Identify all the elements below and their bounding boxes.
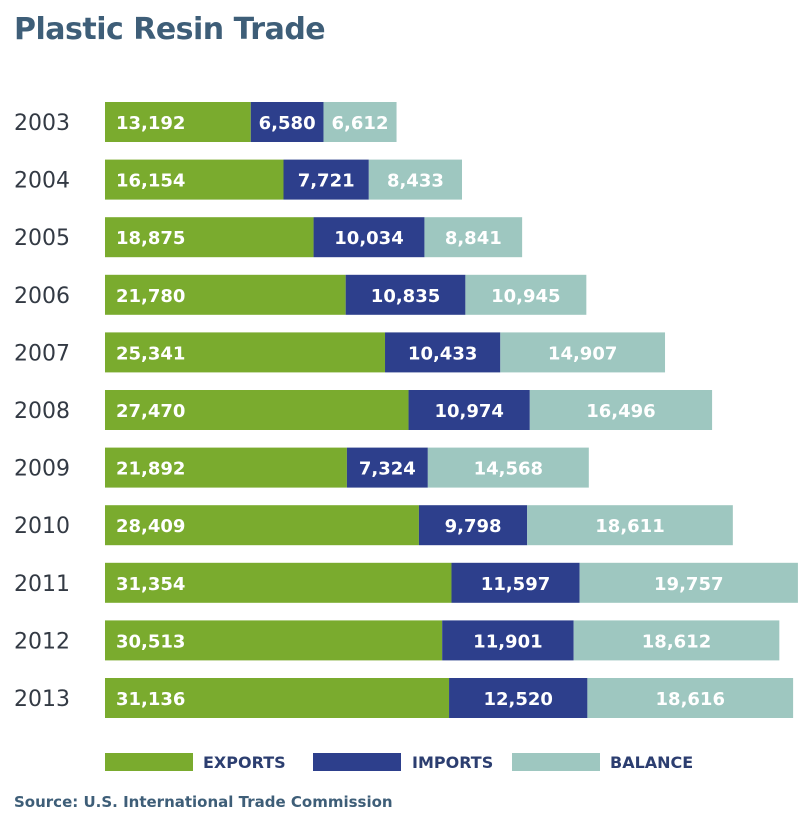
year-label: 2009	[14, 457, 70, 482]
data-label-balance: 8,433	[387, 171, 444, 192]
bar-balance	[500, 332, 666, 373]
data-label-exports: 16,154	[116, 171, 185, 192]
year-label: 2008	[14, 399, 70, 424]
bar-imports	[313, 217, 425, 258]
bar-exports	[105, 217, 314, 258]
bar-imports	[442, 620, 574, 661]
data-label-imports: 12,520	[483, 689, 552, 710]
legend-label-imports: IMPORTS	[412, 753, 493, 772]
data-label-balance: 8,841	[445, 228, 502, 249]
bar-imports	[346, 447, 428, 488]
data-label-exports: 28,409	[116, 516, 185, 537]
year-label: 2006	[14, 284, 70, 309]
data-label-exports: 25,341	[116, 343, 185, 364]
source-note: Source: U.S. International Trade Commiss…	[14, 793, 393, 811]
data-label-exports: 21,892	[116, 459, 185, 480]
bar-balance	[424, 217, 523, 258]
bar-imports	[449, 678, 588, 718]
data-label-exports: 30,513	[116, 631, 185, 652]
bar-exports	[105, 390, 409, 430]
data-label-imports: 11,597	[481, 574, 550, 595]
data-label-exports: 27,470	[116, 401, 185, 422]
data-label-imports: 9,798	[445, 516, 502, 537]
bar-exports	[105, 447, 347, 488]
data-label-balance: 18,611	[595, 516, 664, 537]
bar-balance	[427, 447, 589, 488]
bar-exports	[105, 274, 346, 315]
bar-exports	[105, 102, 251, 142]
data-label-balance: 6,612	[332, 113, 389, 134]
bar-exports	[105, 678, 450, 718]
bar-exports	[105, 562, 452, 603]
bar-balance	[579, 562, 798, 603]
bar-imports	[418, 505, 528, 546]
year-label: 2012	[14, 629, 70, 654]
data-label-balance: 14,907	[548, 343, 617, 364]
legend-swatch-imports	[313, 753, 401, 771]
legend-label-balance: BALANCE	[610, 753, 693, 772]
data-label-imports: 11,901	[473, 631, 542, 652]
year-label: 2004	[14, 169, 70, 194]
data-label-imports: 7,721	[298, 171, 355, 192]
legend-swatch-balance	[512, 753, 600, 771]
legend-swatch-exports	[105, 753, 193, 771]
bar-balance	[587, 678, 794, 718]
data-label-balance: 16,496	[586, 401, 655, 422]
data-label-balance: 18,616	[656, 689, 725, 710]
data-label-imports: 10,433	[408, 343, 477, 364]
data-label-imports: 10,974	[434, 401, 503, 422]
legend-label-exports: EXPORTS	[203, 753, 286, 772]
data-label-exports: 31,354	[116, 574, 185, 595]
data-label-imports: 7,324	[359, 459, 416, 480]
data-label-balance: 18,612	[642, 631, 711, 652]
bar-exports	[105, 620, 443, 661]
bar-balance	[573, 620, 780, 661]
bar-balance	[527, 505, 733, 546]
bar-balance	[465, 274, 587, 315]
bar-balance	[529, 390, 713, 430]
data-label-balance: 14,568	[474, 459, 543, 480]
bar-exports	[105, 505, 419, 546]
bar-balance	[323, 102, 397, 142]
data-label-exports: 18,875	[116, 228, 185, 249]
bar-imports	[451, 562, 580, 603]
bar-imports	[408, 390, 530, 430]
year-label: 2013	[14, 687, 70, 712]
year-label: 2005	[14, 226, 70, 251]
bar-balance	[368, 159, 463, 200]
data-label-exports: 13,192	[116, 113, 185, 134]
data-label-imports: 10,034	[334, 228, 403, 249]
bar-imports	[345, 274, 466, 315]
data-label-exports: 21,780	[116, 286, 185, 307]
data-label-exports: 31,136	[116, 689, 185, 710]
year-label: 2003	[14, 111, 70, 136]
data-label-balance: 10,945	[491, 286, 560, 307]
data-label-imports: 10,835	[371, 286, 440, 307]
bar-imports	[385, 332, 501, 373]
bar-exports	[105, 159, 284, 200]
year-label: 2011	[14, 572, 70, 597]
bar-exports	[105, 332, 386, 373]
data-label-balance: 19,757	[654, 574, 723, 595]
bar-imports	[283, 159, 369, 200]
year-label: 2007	[14, 341, 70, 366]
bar-imports	[250, 102, 324, 142]
chart-title: Plastic Resin Trade	[14, 12, 326, 47]
data-label-imports: 6,580	[259, 113, 316, 134]
year-label: 2010	[14, 514, 70, 539]
